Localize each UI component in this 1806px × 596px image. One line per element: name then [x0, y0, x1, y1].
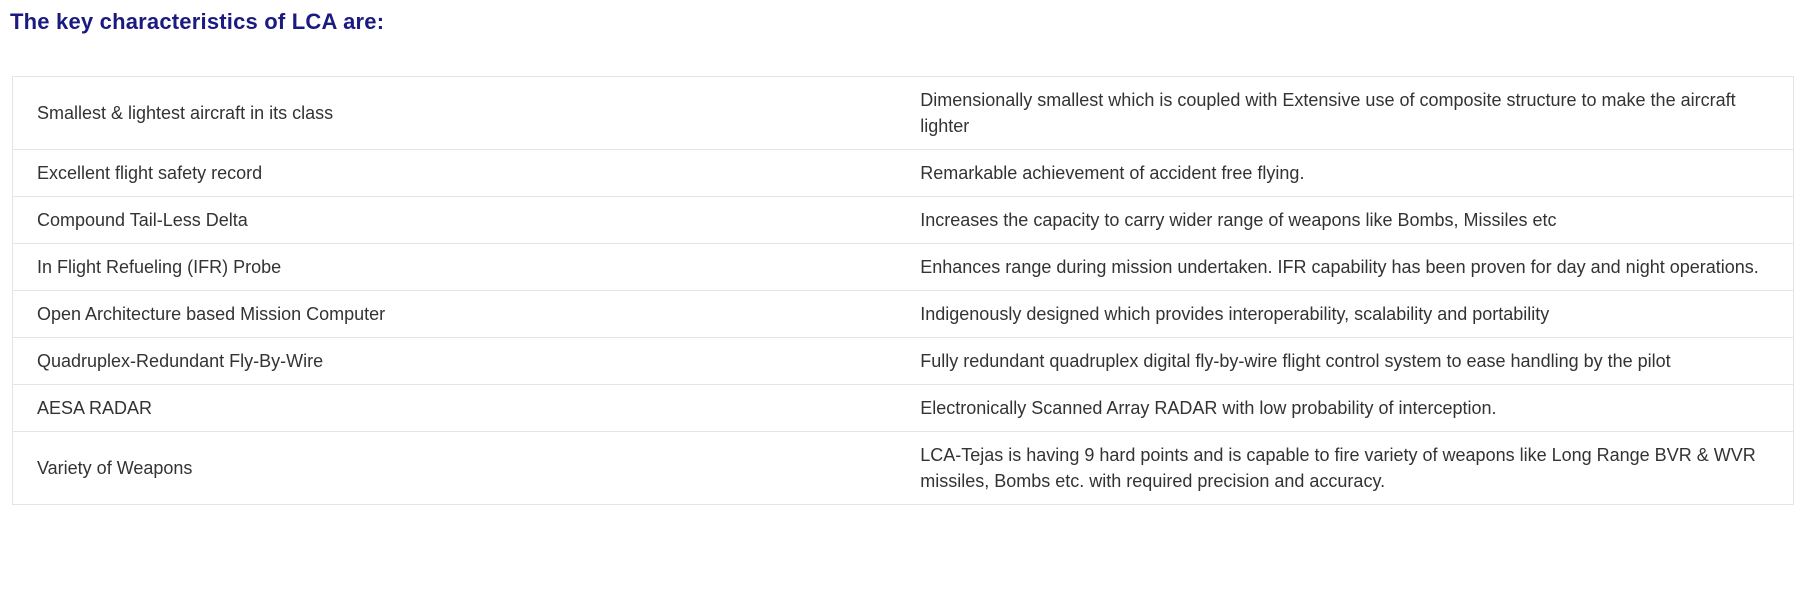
description-cell: Dimensionally smallest which is coupled …: [920, 90, 1736, 136]
table-row: Open Architecture based Mission Computer…: [12, 290, 1794, 338]
feature-cell: Open Architecture based Mission Computer: [12, 290, 897, 338]
feature-cell: Excellent flight safety record: [12, 149, 897, 197]
feature-cell: Compound Tail-Less Delta: [12, 196, 897, 244]
table-row: In Flight Refueling (IFR) Probe Enhances …: [12, 243, 1794, 291]
description-cell: Enhances range during mission undertaken…: [896, 243, 1794, 291]
table-row: Quadruplex-Redundant Fly-By-Wire Fully re…: [12, 337, 1794, 385]
description-cell: Increases the capacity to carry wider ra…: [896, 196, 1794, 244]
description-cell: Indigenously designed which provides int…: [896, 290, 1794, 338]
table-row: Excellent flight safety record Remarkable…: [12, 149, 1794, 197]
description-cell: Electronically Scanned Array RADAR with …: [896, 384, 1794, 432]
page-title: The key characteristics of LCA are:: [10, 9, 385, 34]
table-row: AESA RADAR Electronically Scanned Array R…: [12, 384, 1794, 432]
table-row: Smallest & lightest aircraft in its clas…: [13, 77, 1794, 150]
table-row: Compound Tail-Less Delta Increases the ca…: [12, 196, 1794, 244]
characteristics-table-body: Smallest & lightest aircraft in its clas…: [12, 77, 1794, 505]
description-cell: Remarkable achievement of accident free …: [896, 149, 1794, 197]
feature-cell: AESA RADAR: [12, 384, 897, 432]
feature-cell: Variety of Weapons: [12, 431, 897, 505]
characteristics-table: Smallest & lightest aircraft in its clas…: [12, 76, 1794, 505]
description-cell: Fully redundant quadruplex digital fly-b…: [896, 337, 1794, 385]
feature-cell: Smallest & lightest aircraft in its clas…: [37, 103, 334, 123]
description-cell: LCA-Tejas is having 9 hard points and is…: [896, 431, 1794, 505]
feature-cell: In Flight Refueling (IFR) Probe: [12, 243, 897, 291]
table-row: Variety of Weapons LCA-Tejas is having 9 …: [12, 431, 1794, 505]
feature-cell: Quadruplex-Redundant Fly-By-Wire: [12, 337, 897, 385]
